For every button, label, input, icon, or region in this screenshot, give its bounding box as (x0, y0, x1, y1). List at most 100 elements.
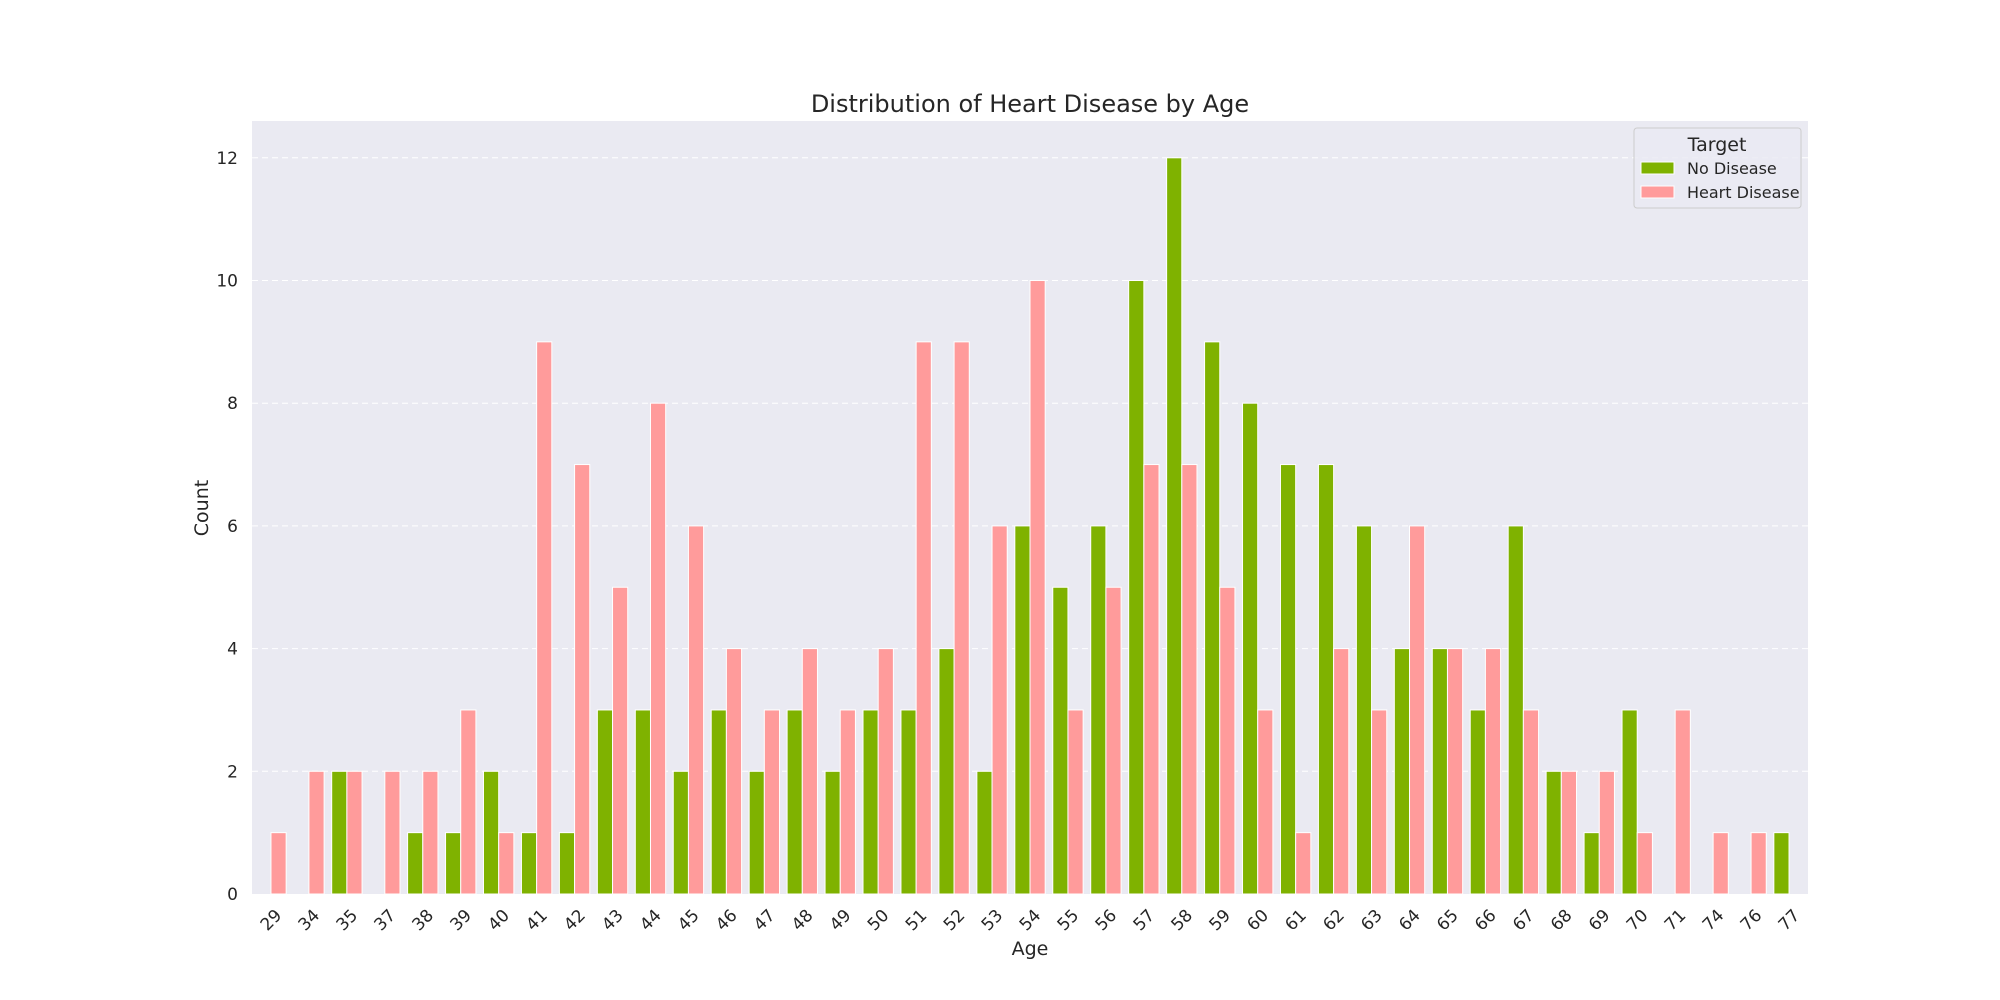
x-tick-label: 53 (978, 906, 1007, 935)
x-tick-label: 51 (902, 906, 931, 935)
bar-heart-disease-age-53 (991, 525, 1008, 895)
legend-swatch-no-disease (1640, 161, 1675, 175)
x-axis-label: Age (1012, 938, 1049, 960)
legend-title: Target (1687, 134, 1747, 156)
x-tick-label: 74 (1699, 906, 1728, 935)
bars (270, 157, 1790, 895)
bar-heart-disease-age-46 (725, 648, 743, 895)
x-tick-label: 34 (295, 906, 324, 935)
bar-heart-disease-age-48 (801, 648, 818, 895)
x-tick-label: 44 (636, 906, 665, 935)
bar-no-disease-age-66 (1469, 709, 1486, 895)
chart-title: Distribution of Heart Disease by Age (811, 90, 1249, 118)
x-tick-label: 68 (1547, 906, 1576, 935)
bar-heart-disease-age-67 (1522, 709, 1540, 895)
x-tick-label: 59 (1205, 906, 1234, 935)
x-tick-label: 65 (1433, 906, 1462, 935)
bar-no-disease-age-42 (558, 832, 576, 895)
bar-heart-disease-age-51 (915, 341, 932, 895)
x-tick-label: 43 (598, 906, 627, 935)
bar-no-disease-age-43 (596, 709, 614, 895)
bar-no-disease-age-62 (1317, 464, 1335, 895)
bar-heart-disease-age-37 (384, 770, 401, 895)
x-tick-label: 69 (1585, 906, 1614, 935)
y-tick-label: 4 (227, 640, 238, 660)
bar-heart-disease-age-62 (1333, 648, 1350, 895)
bar-no-disease-age-59 (1204, 341, 1221, 895)
bar-heart-disease-age-50 (877, 648, 894, 895)
bar-heart-disease-age-76 (1750, 832, 1767, 895)
bar-no-disease-age-69 (1583, 832, 1600, 895)
x-axis-ticks: 29 34 35 37 38 39 40 41 42 43 44 45 46 47 48 49 50 51 52 53… (257, 906, 1804, 935)
x-tick-label: 45 (674, 906, 703, 935)
x-tick-label: 70 (1623, 906, 1652, 935)
bar-heart-disease-age-56 (1105, 586, 1122, 895)
bar-heart-disease-age-61 (1295, 832, 1312, 895)
bar-no-disease-age-39 (445, 832, 462, 895)
bar-heart-disease-age-38 (422, 770, 439, 895)
bar-no-disease-age-45 (672, 770, 689, 895)
bar-no-disease-age-57 (1128, 280, 1145, 895)
x-tick-label: 48 (788, 906, 817, 935)
bar-no-disease-age-68 (1545, 770, 1562, 895)
x-tick-label: 52 (940, 906, 969, 935)
bar-no-disease-age-44 (634, 709, 651, 895)
bar-no-disease-age-41 (520, 832, 538, 895)
bar-no-disease-age-54 (1014, 525, 1031, 895)
bar-heart-disease-age-65 (1446, 648, 1464, 895)
legend-box (1633, 127, 1802, 209)
x-tick-label: 56 (1092, 906, 1121, 935)
bar-no-disease-age-58 (1166, 157, 1183, 895)
bar-no-disease-age-61 (1279, 464, 1297, 895)
x-tick-label: 46 (712, 906, 741, 935)
bar-no-disease-age-60 (1242, 402, 1259, 895)
bar-no-disease-age-51 (900, 709, 917, 895)
y-tick-label: 8 (227, 394, 238, 414)
bar-heart-disease-age-45 (687, 525, 705, 895)
bar-no-disease-age-49 (824, 770, 841, 895)
bar-heart-disease-age-63 (1371, 709, 1388, 895)
bar-no-disease-age-67 (1507, 525, 1524, 895)
y-tick-label: 12 (216, 149, 238, 169)
legend-label-no-disease: No Disease (1687, 159, 1777, 178)
y-tick-label: 6 (227, 517, 238, 537)
bar-no-disease-age-70 (1621, 709, 1638, 895)
y-axis-label: Count (191, 480, 213, 536)
bar-no-disease-age-38 (407, 832, 424, 895)
bar-no-disease-age-77 (1773, 832, 1790, 895)
x-tick-label: 62 (1319, 906, 1348, 935)
x-tick-label: 50 (864, 906, 893, 935)
bar-heart-disease-age-74 (1712, 832, 1729, 895)
x-tick-label: 60 (1243, 906, 1272, 935)
bar-heart-disease-age-55 (1067, 709, 1084, 895)
x-tick-label: 71 (1661, 906, 1690, 935)
bar-heart-disease-age-42 (574, 464, 591, 895)
bar-no-disease-age-50 (862, 709, 879, 895)
bar-heart-disease-age-64 (1409, 525, 1426, 895)
bar-no-disease-age-52 (938, 648, 955, 895)
x-tick-label: 76 (1737, 906, 1766, 935)
legend: Target No Disease Heart Disease (1633, 127, 1802, 209)
x-tick-label: 42 (560, 906, 589, 935)
y-tick-label: 2 (227, 762, 238, 782)
bar-heart-disease-age-57 (1143, 464, 1160, 895)
x-tick-label: 40 (484, 906, 513, 935)
y-tick-label: 0 (227, 885, 238, 905)
bar-no-disease-age-56 (1090, 525, 1107, 895)
bar-no-disease-age-53 (976, 770, 993, 895)
bar-heart-disease-age-41 (536, 341, 553, 895)
bar-heart-disease-age-29 (270, 832, 287, 895)
x-tick-label: 37 (371, 906, 400, 935)
x-tick-label: 55 (1054, 906, 1083, 935)
x-tick-label: 29 (257, 906, 286, 935)
bar-heart-disease-age-35 (346, 770, 363, 895)
x-tick-label: 49 (826, 906, 855, 935)
bar-no-disease-age-40 (483, 770, 500, 895)
bar-heart-disease-age-71 (1674, 709, 1691, 895)
bar-heart-disease-age-60 (1257, 709, 1274, 895)
bar-heart-disease-age-69 (1598, 770, 1615, 895)
bar-heart-disease-age-52 (953, 341, 970, 895)
bar-no-disease-age-55 (1052, 586, 1069, 895)
legend-swatch-heart-disease (1640, 185, 1675, 199)
